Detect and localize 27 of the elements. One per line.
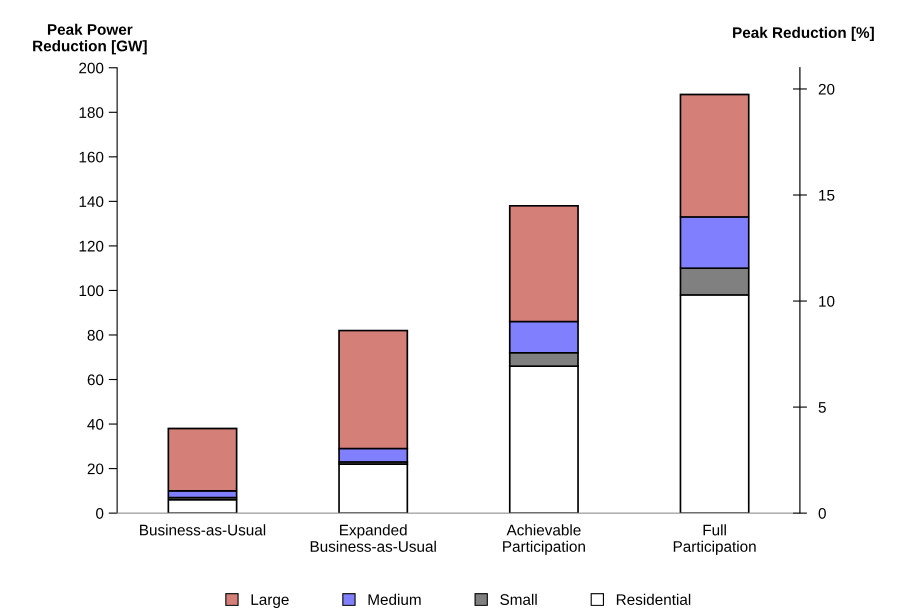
x-tick-label: Expanded Business-as-Usual: [310, 524, 436, 552]
x-tick-label: Achievable Participation: [503, 524, 585, 555]
y-tick-label: 20: [88, 463, 104, 474]
x-tick-label: Full Participation: [674, 524, 756, 555]
y2-axis-title: Peak Reduction [%]: [733, 26, 874, 42]
legend-label: Large: [252, 594, 289, 608]
y-tick-label: 200: [79, 62, 104, 74]
y-tick-label: 180: [80, 107, 104, 118]
y2-tick-label: 20: [818, 84, 834, 95]
legend-label: Small: [500, 594, 537, 605]
bar: [338, 463, 408, 514]
y-tick-label: 100: [80, 285, 104, 296]
y-axis-title: Peak Power Reduction [GW]: [33, 24, 147, 54]
y-tick-label: 0: [96, 508, 104, 519]
y2-tick-label: 15: [819, 190, 834, 201]
y2-tick-label: 10: [819, 296, 834, 307]
y-tick-label: 160: [80, 152, 104, 163]
y2-tick-label: 0: [818, 508, 826, 519]
y2-tick-label: 5: [818, 402, 826, 413]
y-tick-label: 140: [80, 196, 104, 208]
x-tick-label: Business-as-Usual: [140, 524, 266, 536]
y-tick-label: 40: [87, 418, 104, 430]
y-tick-label: 60: [88, 374, 104, 386]
legend-label: Residential: [616, 594, 690, 605]
y-tick-label: 80: [88, 330, 104, 341]
y-tick-label: 120: [80, 240, 104, 252]
legend-label: Medium: [368, 594, 421, 605]
